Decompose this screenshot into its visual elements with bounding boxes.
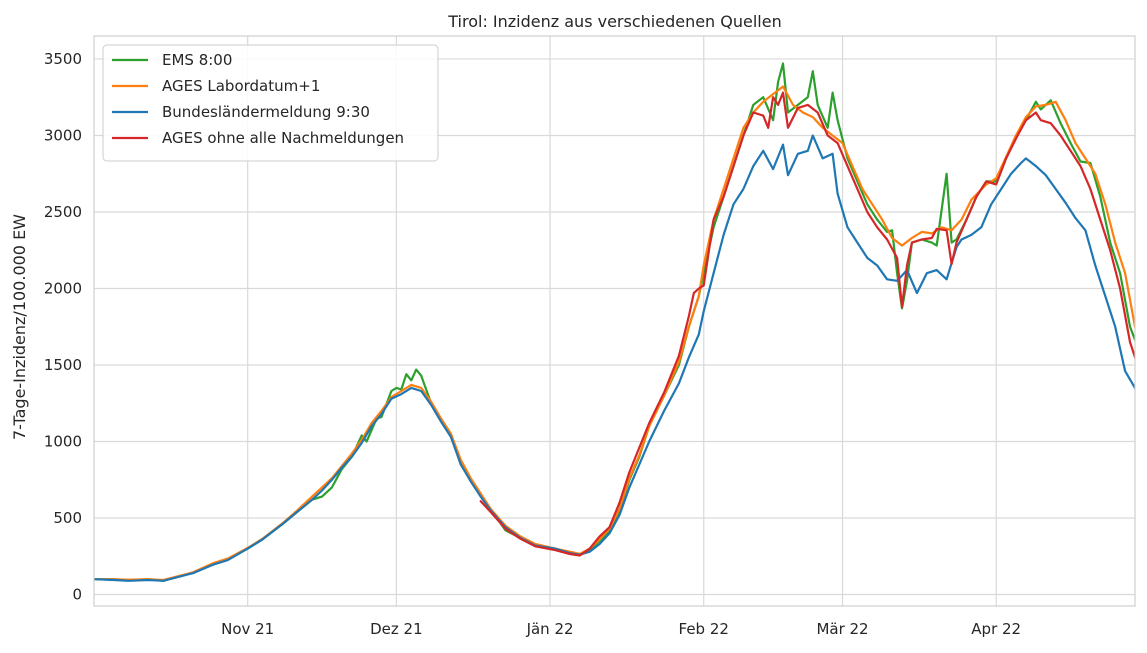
x-tick-label: Apr 22 — [971, 620, 1021, 638]
series-line-4 — [479, 91, 1135, 557]
x-tick-label: Dez 21 — [370, 620, 423, 638]
y-tick-label: 0 — [72, 586, 82, 604]
legend-label: AGES ohne alle Nachmeldungen — [162, 129, 404, 147]
series-line-2 — [94, 85, 1135, 582]
tick-labels: 0 500 1000 1500 2000 2500 3000 3500 Nov 21 Dez 21… — [44, 50, 1021, 638]
legend-label: EMS 8:00 — [162, 51, 232, 69]
x-tick-label: Mär 22 — [816, 620, 868, 638]
legend-items: EMS 8:00 AGES Labordatum+1 Bundesländermel… — [112, 51, 404, 147]
y-tick-label: 1500 — [44, 356, 82, 374]
legend-label: Bundesländermeldung 9:30 — [162, 103, 370, 121]
series-layer — [94, 62, 1135, 582]
series-line-3 — [94, 134, 1135, 582]
y-axis-label: 7-Tage-Inzidenz/100.000 EW — [10, 214, 29, 440]
y-tick-label: 1000 — [44, 433, 82, 451]
legend: EMS 8:00 AGES Labordatum+1 Bundesländermel… — [102, 44, 439, 162]
y-tick-label: 2500 — [44, 203, 82, 221]
y-tick-label: 3500 — [44, 50, 82, 68]
x-tick-label: Feb 22 — [679, 620, 729, 638]
x-tick-label: Nov 21 — [221, 620, 274, 638]
x-tick-label: Jän 22 — [526, 620, 574, 638]
legend-label: AGES Labordatum+1 — [162, 77, 320, 95]
chart-title: Tirol: Inzidenz aus verschiedenen Quelle… — [447, 12, 781, 31]
y-tick-label: 500 — [53, 509, 82, 527]
y-tick-label: 2000 — [44, 279, 82, 297]
y-tick-label: 3000 — [44, 126, 82, 144]
legend-frame — [102, 44, 439, 162]
plot-frame — [93, 35, 1136, 607]
